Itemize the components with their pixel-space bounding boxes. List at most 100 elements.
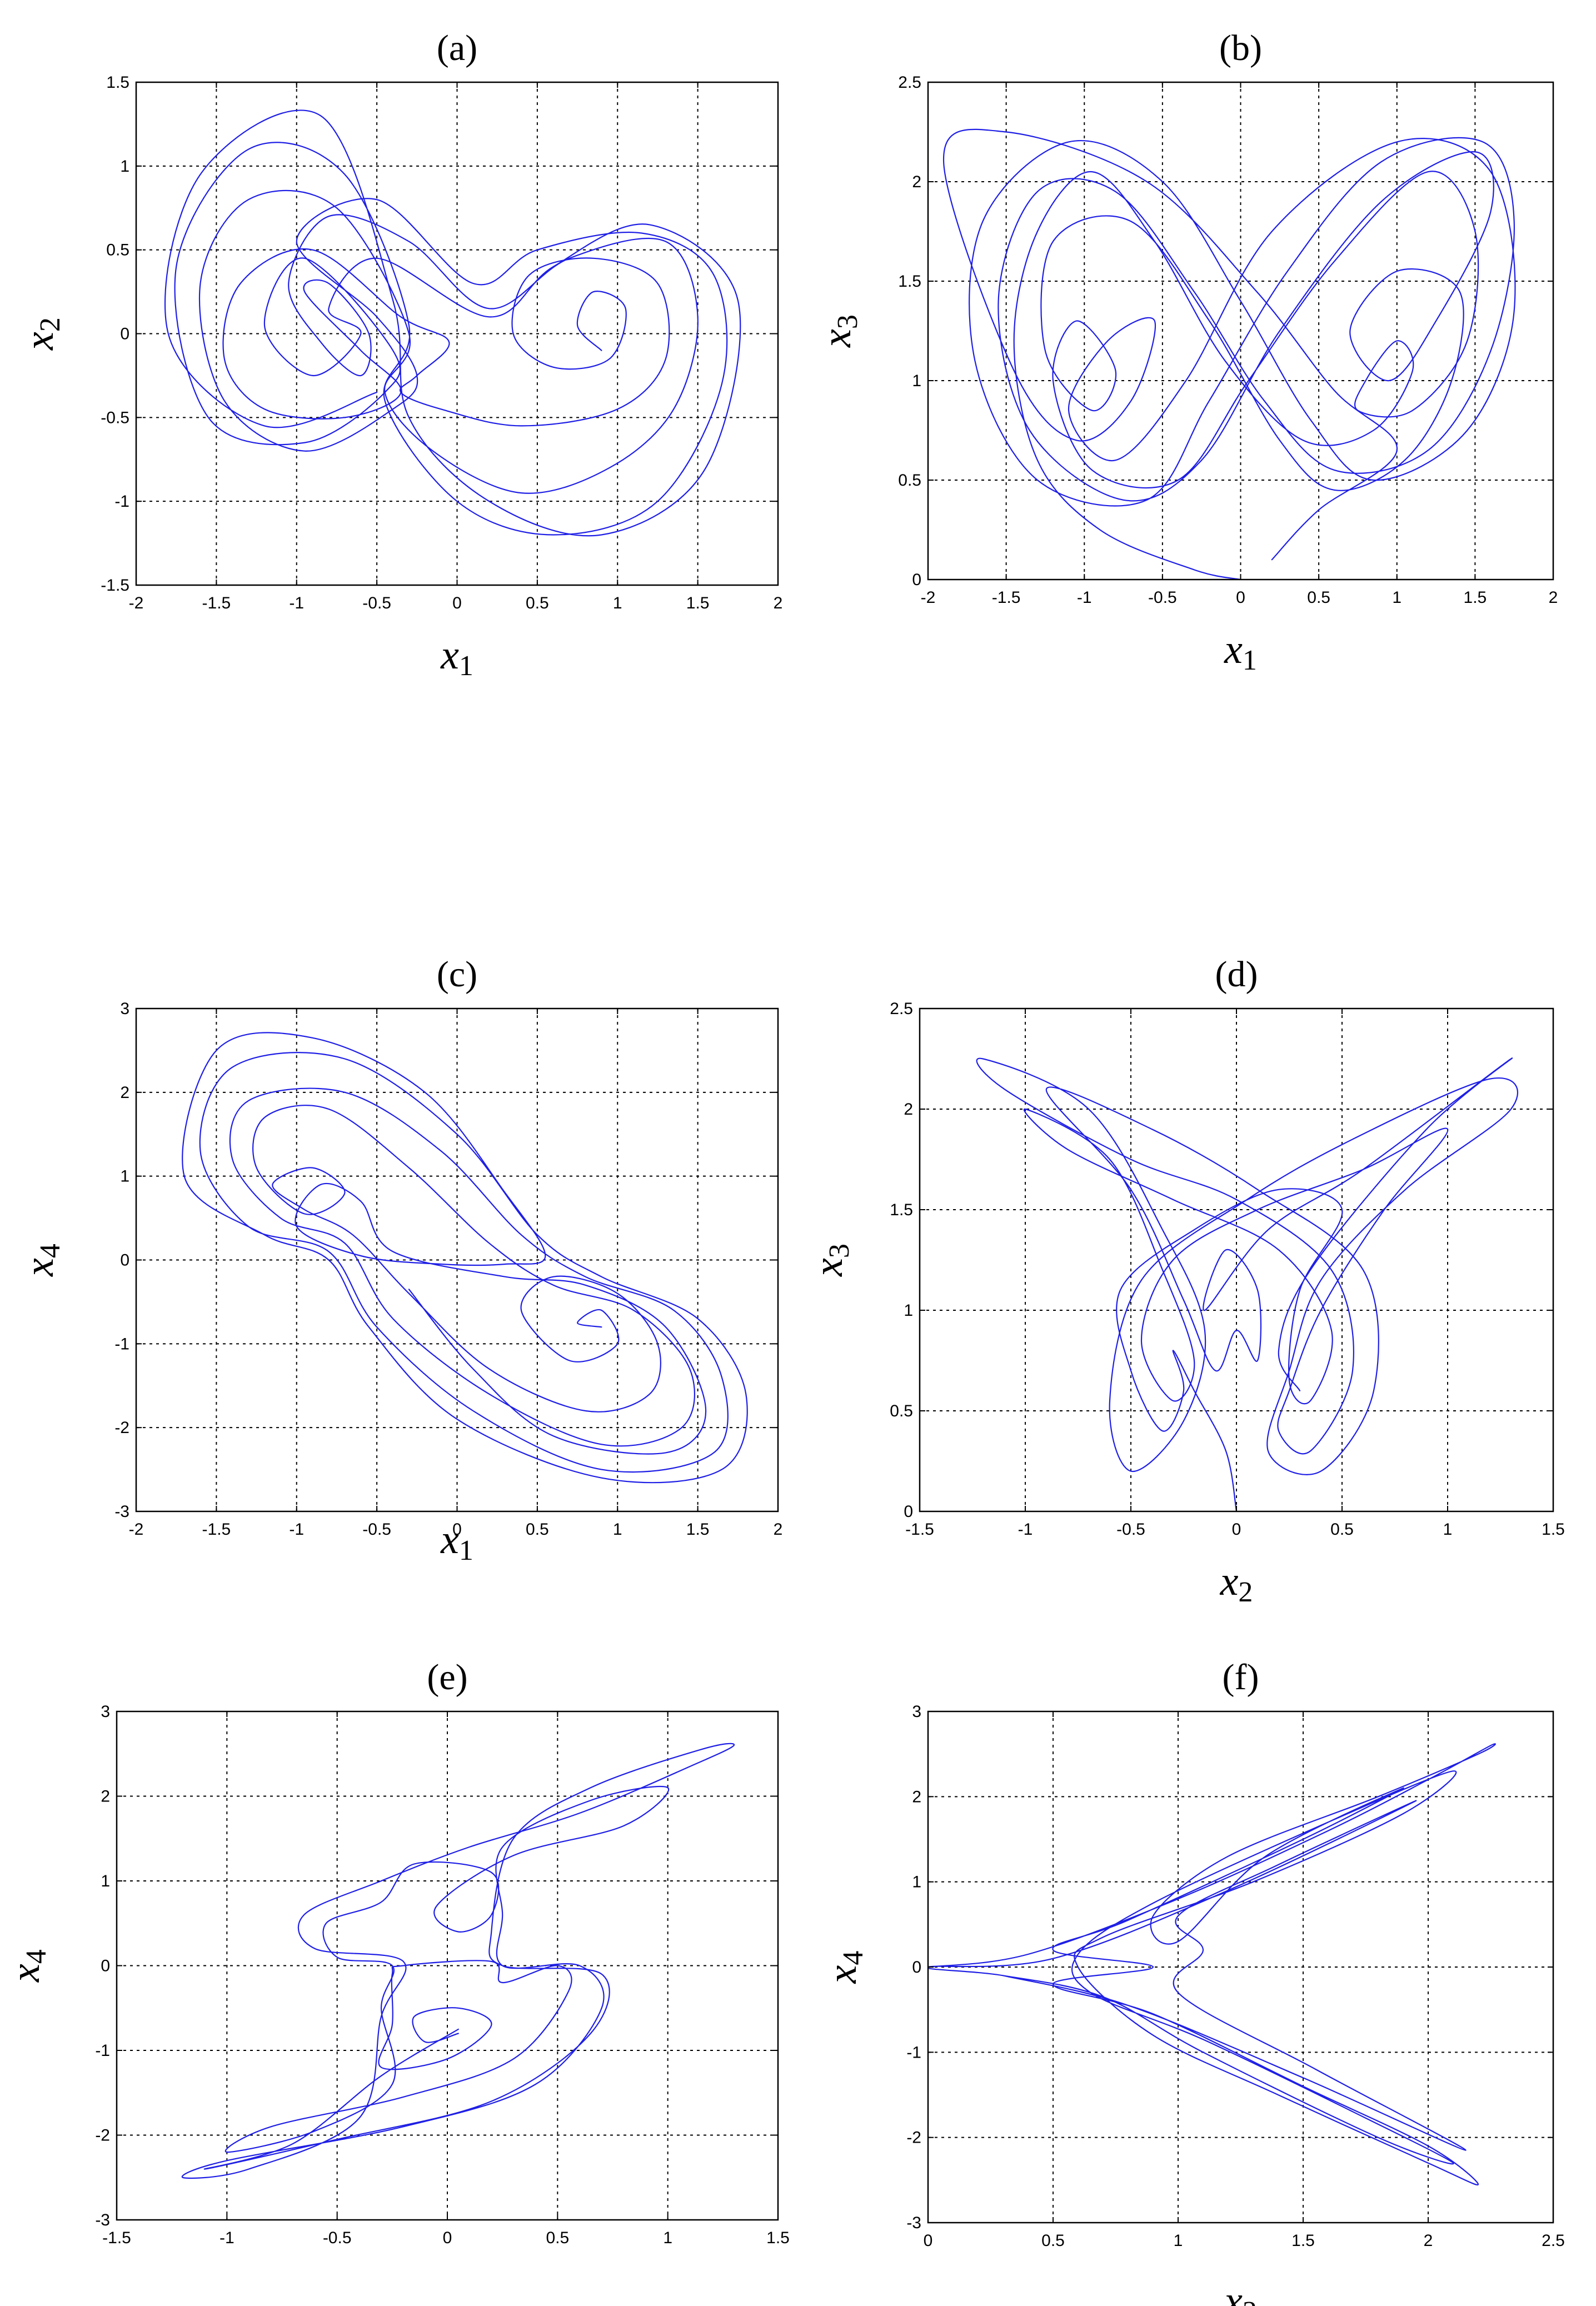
y-tick-label: -1: [95, 2042, 110, 2060]
panel-label: (d): [1215, 954, 1258, 995]
y-tick-label: 1: [912, 1873, 921, 1891]
x-tick-label: 0: [1232, 1520, 1241, 1539]
panel-label: (c): [437, 954, 477, 995]
x-tick-label: -0.5: [362, 594, 391, 612]
y-tick-label: -2: [906, 2129, 921, 2147]
y-tick-label: 2.5: [898, 73, 921, 92]
y-tick-label: -1: [114, 492, 129, 511]
x-tick-label: -1: [1018, 1520, 1033, 1539]
y-tick-label: -1: [114, 1335, 129, 1353]
y-tick-label: 0: [912, 1958, 921, 1976]
x-tick-label: -1.5: [905, 1520, 934, 1539]
x-tick-label: 0: [452, 1520, 462, 1539]
x-axis-label: x2: [1220, 1559, 1253, 1608]
x-tick-label: -1.5: [202, 1520, 231, 1539]
grid-lines: [928, 1711, 1553, 2223]
y-tick-label: 2: [904, 1100, 913, 1119]
x-tick-label: -2: [129, 594, 144, 612]
grid-lines: [117, 1711, 778, 2220]
y-tick-label: 1: [120, 157, 129, 176]
x-tick-label: 2: [774, 1520, 783, 1539]
y-axis-label: x4: [820, 1951, 869, 1984]
x-axis-label: x3: [1224, 2278, 1257, 2306]
y-tick-label: 1: [904, 1301, 913, 1320]
x-tick-label: -1: [289, 594, 304, 612]
x-tick-label: -0.5: [323, 2229, 352, 2247]
panel-b: -2 -1.5 -1 -0.5 0 0.5 1 1.5 2 0 0.5 1 1.5 2 2.5 (b) x1 x3: [814, 28, 1558, 676]
y-tick-label: 0: [120, 1251, 129, 1270]
x-tick-label: 0.5: [1330, 1520, 1354, 1539]
x-tick-label: 0.5: [1307, 588, 1330, 607]
x-tick-label: -1: [1077, 588, 1092, 607]
x-axis-label: x2: [431, 2295, 464, 2306]
x-tick-label: 0: [452, 594, 462, 612]
y-axis-label: x3: [806, 1244, 855, 1277]
y-tick-label: 0: [904, 1503, 913, 1521]
panel-a: -2 -1.5 -1 -0.5 0 0.5 1 1.5 2-1.5-1-0.500.511.5(…: [17, 28, 782, 682]
y-tick-label: -2: [114, 1419, 129, 1437]
x-tick-label: 2.5: [1542, 2232, 1565, 2250]
ticks: 0 0.5 1 1.5 2 2.5 -3 -2 -1 0 1 2 3: [906, 1703, 1565, 2250]
x-tick-label: -2: [921, 588, 936, 607]
panel-e: -1.5 -1 -0.5 0 0.5 1 1.5 -3 -2 -1 0 1 2 3 (e) x2 x4: [3, 1657, 790, 2306]
y-tick-label: 0.5: [106, 241, 129, 259]
y-tick-label: 2: [912, 1788, 921, 1806]
y-tick-label: 0: [120, 325, 129, 343]
grid-lines: [136, 1009, 778, 1511]
y-tick-label: 1.5: [106, 73, 129, 92]
x-tick-label: 1.5: [686, 594, 710, 612]
panel-label: (a): [437, 28, 477, 68]
x-tick-label: 1: [663, 2229, 672, 2247]
y-tick-label: -3: [906, 2214, 921, 2232]
x-tick-label: -0.5: [1116, 1520, 1145, 1539]
x-tick-label: -0.5: [362, 1520, 391, 1539]
y-tick-label: 3: [912, 1703, 921, 1721]
y-tick-label: 0.5: [898, 471, 921, 490]
panel-d: -1.5 -1 -0.5 0 0.5 1 1.5 0 0.5 1 1.5 2 2.5 (d) x2 x3: [806, 954, 1565, 1608]
ticks: -1.5 -1 -0.5 0 0.5 1 1.5 -3 -2 -1 0 1 2 3: [95, 1703, 790, 2247]
x-tick-label: 2: [1549, 588, 1558, 607]
x-tick-label: 1: [613, 594, 622, 612]
trajectory-c-0: [182, 1032, 748, 1484]
x-tick-label: 0.5: [546, 2229, 569, 2247]
x-tick-label: 1.5: [766, 2229, 790, 2247]
x-tick-label: 0: [443, 2229, 452, 2247]
panel-f: 0 0.5 1 1.5 2 2.5 -3 -2 -1 0 1 2 3 (f) x3 x4: [820, 1657, 1565, 2306]
x-tick-label: -2: [129, 1520, 144, 1539]
x-tick-label: 1.5: [686, 1520, 710, 1539]
grid-lines: [928, 82, 1553, 580]
ticks: -2 -1.5 -1 -0.5 0 0.5 1 1.5 2 0 0.5 1 1.5 2 2.5: [898, 73, 1558, 607]
x-axis-label: x1: [440, 632, 473, 682]
x-tick-label: -1: [289, 1520, 304, 1539]
y-tick-label: 2: [912, 173, 921, 191]
x-tick-label: 1: [1392, 588, 1402, 607]
y-axis-label: x3: [814, 315, 864, 348]
y-tick-label: 2.5: [890, 1000, 913, 1018]
x-tick-label: 1: [1174, 2232, 1183, 2250]
trajectory-b-0: [942, 128, 1516, 580]
panel-label: (e): [427, 1657, 467, 1698]
y-tick-label: 0: [101, 1957, 110, 1975]
x-tick-label: 1: [1443, 1520, 1453, 1539]
y-tick-label: -1: [906, 2043, 921, 2062]
x-tick-label: 2: [1424, 2232, 1433, 2250]
x-tick-label: -1.5: [102, 2229, 131, 2247]
x-tick-label: 1: [613, 1520, 622, 1539]
y-tick-label: 1.5: [890, 1201, 913, 1219]
y-tick-label: 2: [101, 1788, 110, 1806]
x-tick-label: 2: [774, 594, 783, 612]
x-tick-label: 0: [924, 2232, 933, 2250]
y-axis-label: x4: [17, 1244, 66, 1277]
ticks: -1.5 -1 -0.5 0 0.5 1 1.5 0 0.5 1 1.5 2 2.5: [890, 1000, 1565, 1539]
y-tick-label: 0.5: [890, 1402, 913, 1420]
y-tick-label: -2: [95, 2127, 110, 2145]
ticks: -2 -1.5 -1 -0.5 0 0.5 1 1.5 2-1.5-1-0.500.511.5: [101, 73, 782, 612]
y-tick-label: 0: [912, 571, 921, 589]
y-tick-label: 1: [912, 372, 921, 390]
y-tick-label: -1.5: [101, 576, 129, 595]
y-tick-label: -3: [114, 1503, 129, 1521]
y-tick-label: 1: [120, 1167, 129, 1186]
trajectory-f-0: [928, 1743, 1496, 2185]
y-tick-label: -0.5: [101, 408, 129, 427]
